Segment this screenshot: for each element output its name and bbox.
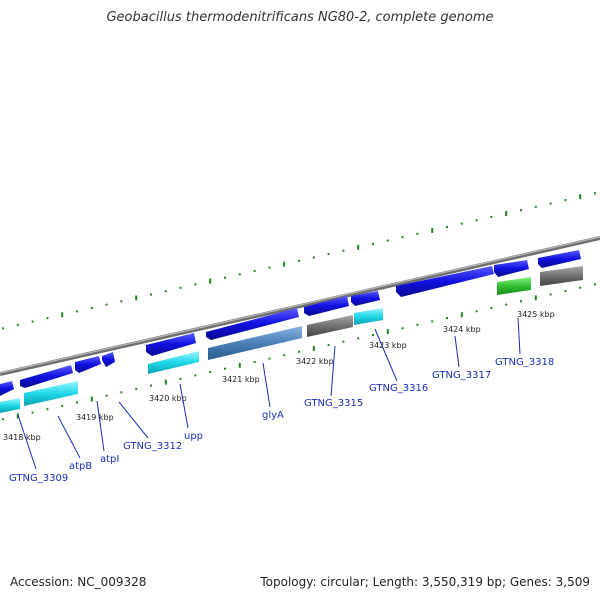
scale-label: 3419 kbp: [76, 413, 114, 422]
gene-label[interactable]: GTNG_3317: [432, 370, 491, 381]
gene-label[interactable]: GTNG_3315: [304, 398, 363, 409]
gene-block-cyan[interactable]: [354, 308, 383, 325]
scale-label: 3424 kbp: [443, 325, 481, 334]
gene-arrow-icon[interactable]: [304, 296, 349, 316]
lower-scale-ticks: [2, 283, 596, 421]
reverse-strand-genes: [0, 266, 583, 413]
gene-arrow-icon[interactable]: [20, 365, 73, 388]
gene-block-cyan[interactable]: [24, 381, 78, 406]
accession-text: Accession: NC_009328: [10, 575, 147, 589]
map-title: Geobacillus thermodenitrificans NG80-2, …: [106, 10, 494, 25]
gene-label[interactable]: GTNG_3312: [123, 441, 182, 452]
scale-label: 3425 kbp: [517, 310, 555, 319]
gene-arrow-icon[interactable]: [396, 266, 494, 297]
gene-arrow-icon[interactable]: [351, 291, 380, 306]
scale-label: 3421 kbp: [222, 375, 260, 384]
gene-arrow-icon[interactable]: [206, 308, 299, 340]
gene-label[interactable]: GTNG_3318: [495, 357, 554, 368]
gene-block-green[interactable]: [497, 277, 531, 295]
gene-arrow-icon[interactable]: [538, 250, 581, 268]
scale-label: 3420 kbp: [149, 394, 187, 403]
gene-block-cyan[interactable]: [0, 398, 20, 413]
gene-arrow-icon[interactable]: [146, 333, 196, 356]
gene-arrow-icon[interactable]: [102, 352, 115, 367]
gene-block-steel[interactable]: [208, 326, 302, 360]
scale-label: 3423 kbp: [369, 341, 407, 350]
gene-block-grey[interactable]: [540, 266, 583, 286]
gene-label[interactable]: upp: [184, 431, 203, 442]
gene-label[interactable]: atpI: [100, 454, 119, 465]
gene-arrow-icon[interactable]: [0, 381, 14, 396]
gene-block-grey[interactable]: [307, 315, 353, 337]
gene-label[interactable]: glyA: [262, 410, 284, 421]
gene-label[interactable]: GTNG_3316: [369, 383, 428, 394]
forward-strand-genes: [0, 250, 581, 396]
gene-label[interactable]: GTNG_3309: [9, 473, 68, 484]
topology-text: Topology: circular; Length: 3,550,319 bp…: [260, 575, 590, 589]
scale-label: 3418 kbp: [3, 433, 41, 442]
kbp-scale-labels: 3418 kbp 3419 kbp 3420 kbp 3421 kbp 3422…: [3, 310, 555, 442]
genome-backbone: [0, 236, 600, 376]
gene-arrow-icon[interactable]: [494, 260, 529, 277]
gene-labels: GTNG_3309 atpB atpI GTNG_3312 upp glyA G…: [9, 357, 554, 484]
gene-label[interactable]: atpB: [69, 461, 92, 472]
upper-scale-ticks: [2, 192, 596, 330]
gene-arrow-icon[interactable]: [75, 356, 101, 373]
gene-label-leaders: [17, 317, 521, 470]
scale-label: 3422 kbp: [296, 357, 334, 366]
gene-block-cyan[interactable]: [148, 351, 199, 374]
